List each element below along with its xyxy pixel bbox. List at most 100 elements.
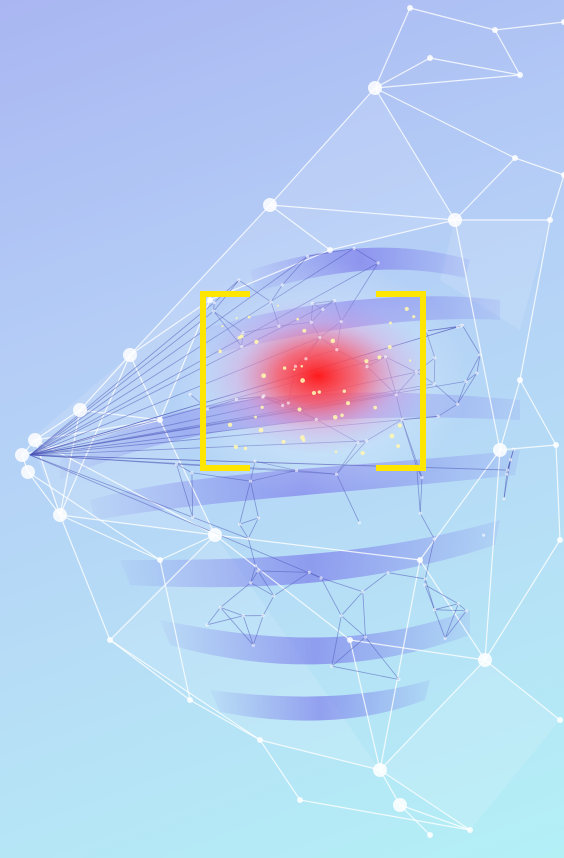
- inner-mesh-edge: [331, 615, 342, 667]
- mesh-node: [505, 472, 509, 476]
- mesh-node: [492, 27, 498, 33]
- mesh-node: [318, 335, 322, 340]
- mesh-node: [261, 614, 265, 618]
- mesh-node: [383, 355, 388, 359]
- inner-mesh-edge: [424, 584, 459, 605]
- outer-mesh-edge: [59, 514, 216, 536]
- mesh-node: [21, 465, 35, 479]
- sparkle: [396, 444, 401, 449]
- sparkle: [317, 390, 322, 394]
- mesh-node: [433, 356, 437, 360]
- inner-mesh-edge: [416, 467, 421, 514]
- mesh-node: [376, 261, 380, 265]
- mesh-node: [423, 583, 427, 587]
- mesh-node: [373, 763, 387, 777]
- outer-mesh-edge: [349, 639, 381, 771]
- outer-mesh-edge: [259, 739, 381, 771]
- mesh-node: [553, 442, 559, 448]
- sparkle: [218, 349, 222, 354]
- inner-mesh-edge: [362, 572, 389, 593]
- sparkle: [258, 427, 264, 433]
- sparkle: [373, 405, 377, 410]
- mesh-node: [157, 557, 163, 563]
- mesh-node: [218, 605, 223, 610]
- mesh-node: [368, 81, 382, 95]
- inner-mesh-edge: [340, 615, 366, 638]
- mesh-node: [400, 417, 404, 422]
- outer-mesh-edge: [159, 419, 216, 536]
- mesh-node: [188, 392, 192, 397]
- focus-bracket-right-icon: [376, 291, 426, 471]
- mesh-node: [330, 664, 334, 668]
- mesh-node: [517, 72, 523, 78]
- outer-mesh-edge: [159, 534, 216, 561]
- sparkle: [332, 414, 338, 420]
- mesh-node: [297, 797, 303, 803]
- outer-mesh-edge: [519, 379, 557, 446]
- mesh-node: [512, 155, 518, 161]
- mesh-node: [249, 581, 253, 585]
- inner-mesh-edge: [29, 454, 322, 579]
- mesh-node: [237, 522, 242, 526]
- inner-mesh-edge: [250, 481, 259, 518]
- inner-mesh-edge: [331, 636, 366, 667]
- inner-mesh-edge: [503, 459, 511, 499]
- inner-mesh-edge: [242, 615, 254, 646]
- sparkle: [261, 373, 267, 379]
- mesh-node: [418, 511, 422, 515]
- inner-mesh-edge: [257, 570, 275, 597]
- sparkle: [330, 338, 336, 344]
- mesh-node: [339, 614, 343, 618]
- sparkle: [254, 339, 259, 345]
- mesh-node: [357, 521, 362, 525]
- outer-mesh-edge: [159, 559, 191, 701]
- inner-mesh-edge: [462, 325, 481, 356]
- inner-mesh-edge: [444, 610, 467, 639]
- outer-mesh-edge: [484, 659, 561, 721]
- mesh-node: [557, 717, 563, 723]
- outer-mesh-edge: [129, 354, 161, 421]
- mesh-node: [417, 557, 423, 563]
- sparkle: [301, 438, 306, 442]
- mesh-node: [174, 462, 179, 466]
- outer-mesh-edge: [27, 471, 61, 516]
- outer-mesh-edge: [129, 299, 211, 356]
- outer-mesh-edge: [549, 174, 564, 221]
- mesh-node: [190, 471, 194, 475]
- inner-mesh-edge: [273, 572, 310, 597]
- sparkle: [389, 433, 395, 439]
- mesh-node: [205, 623, 209, 627]
- mesh-node: [123, 348, 137, 362]
- mesh-node: [314, 417, 318, 422]
- mesh-node: [280, 283, 284, 287]
- outer-mesh-edge: [79, 354, 131, 411]
- inner-mesh-edge: [510, 448, 515, 460]
- mesh-node: [277, 324, 281, 328]
- outer-mesh-edge: [259, 739, 301, 801]
- inner-mesh-edge: [458, 603, 467, 612]
- mesh-node: [508, 458, 513, 462]
- mesh-node: [427, 832, 433, 838]
- outer-mesh-edge: [374, 74, 521, 89]
- mesh-node: [293, 364, 298, 368]
- inner-mesh-edge: [419, 477, 423, 514]
- sparkle: [302, 328, 307, 333]
- sparkle: [235, 317, 238, 320]
- inner-mesh-edge: [247, 517, 259, 539]
- outer-mesh-edge: [454, 219, 501, 451]
- outer-mesh-edge: [374, 87, 456, 221]
- mesh-node: [15, 448, 29, 462]
- inner-mesh-edge: [362, 591, 366, 638]
- mesh-node: [394, 393, 398, 397]
- inner-mesh-edge: [191, 472, 194, 518]
- mesh-node: [234, 397, 238, 401]
- mesh-node: [467, 827, 473, 833]
- sparkle: [334, 450, 338, 453]
- outer-mesh-edge: [519, 219, 551, 381]
- sparkle: [346, 401, 351, 406]
- mesh-node: [253, 459, 257, 463]
- mesh-node: [561, 19, 564, 25]
- outer-mesh-edge: [379, 769, 471, 831]
- outer-mesh-edge: [329, 219, 456, 251]
